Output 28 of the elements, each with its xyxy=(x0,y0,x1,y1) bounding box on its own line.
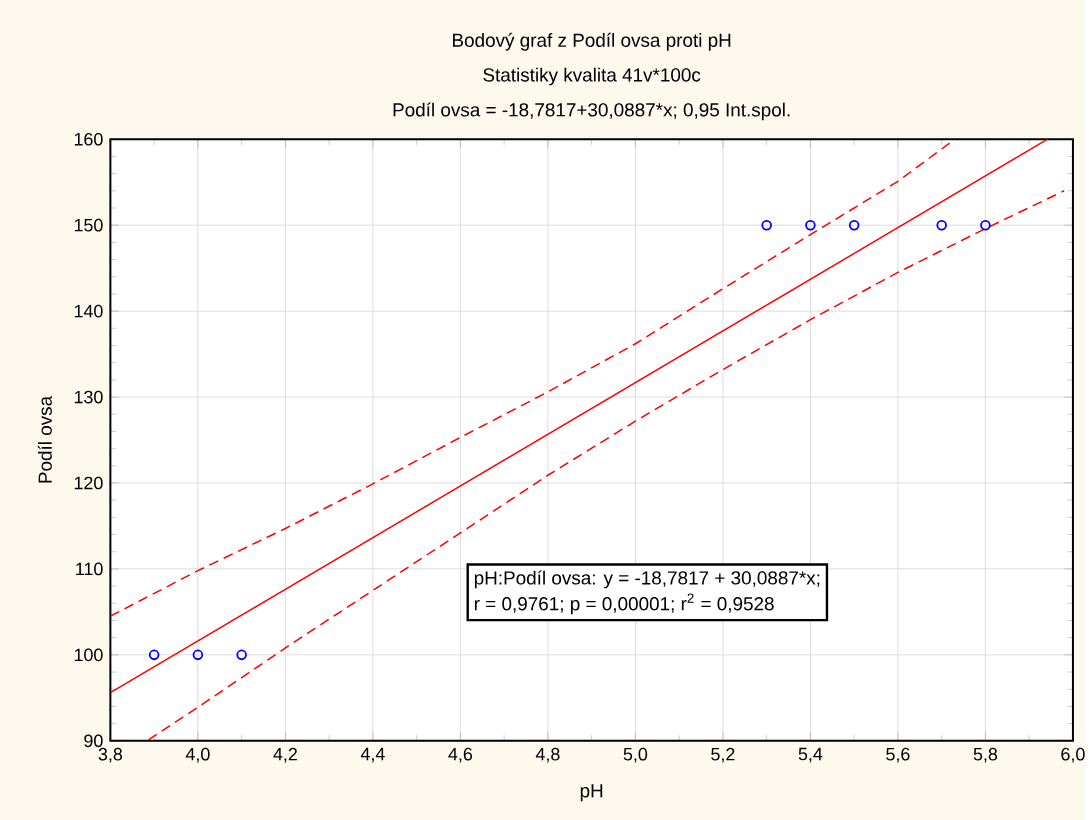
x-tick-label: 4,4 xyxy=(360,747,385,763)
x-tick-label: 5,0 xyxy=(623,747,648,763)
y-tick-label: 120 xyxy=(74,476,103,490)
y-tick-label: 90 xyxy=(84,734,103,747)
annotation: r = 0,9761; p = 0,00001; r$^{2}$ = 0,9528 xyxy=(474,593,774,615)
x-tick-label: 3,8 xyxy=(98,747,123,763)
y-tick-label: 100 xyxy=(74,648,103,662)
chart-subtitle: Statistiky kvalita 41v*100c xyxy=(483,67,701,86)
x-axis-title: pH xyxy=(580,784,603,801)
x-tick-label: 5,2 xyxy=(711,747,735,763)
x-tick-label: 6,0 xyxy=(1061,747,1085,763)
x-tick-label: 5,8 xyxy=(973,747,998,763)
y-tick-label: 130 xyxy=(74,390,103,404)
y-tick-label: 150 xyxy=(74,218,103,232)
text: Podíl ovsa = -18,7817+30,0887*x; 0,95 Int.spol. xyxy=(393,102,790,121)
x-tick-label: 4,8 xyxy=(535,747,560,763)
x-tick-label: 5,4 xyxy=(798,747,823,763)
x-tick-label: 4,6 xyxy=(448,747,473,763)
y-tick-label: 140 xyxy=(74,304,103,318)
x-tick-label: 4,0 xyxy=(185,747,210,763)
x-tick-label: 5,6 xyxy=(886,747,910,763)
chart-title: Bodový graf z Podíl ovsa proti pH xyxy=(453,32,731,51)
x-tick-label: 4,2 xyxy=(273,747,297,763)
y-tick-label: 160 xyxy=(74,132,103,146)
y-tick-label: 110 xyxy=(76,562,103,576)
annotation: pH:Podíl ovsa: y = -18,7817 + 30,0887*x; xyxy=(474,570,820,589)
y-axis-title: Podíl ovsa xyxy=(37,395,52,483)
line-series xyxy=(147,189,1065,741)
